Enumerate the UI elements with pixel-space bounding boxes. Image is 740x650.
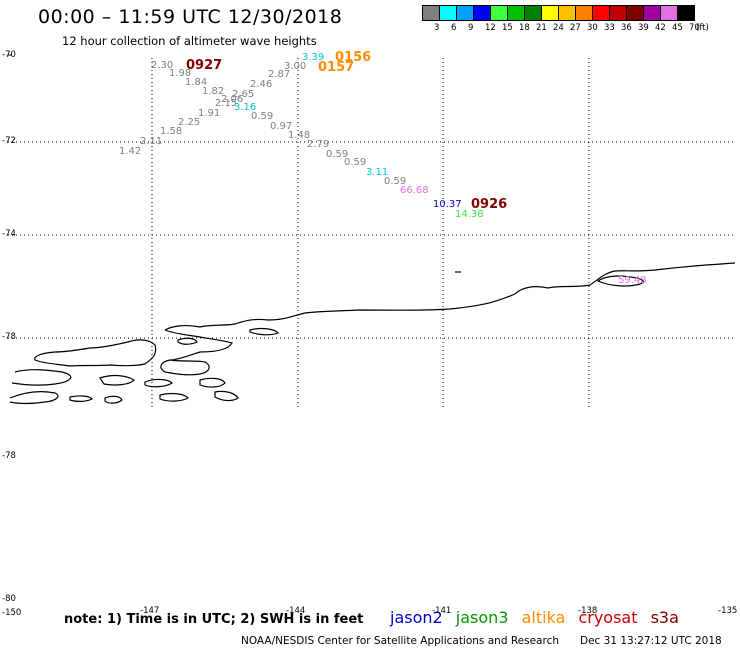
generated-timestamp: Dec 31 13:27:12 UTC 2018 bbox=[580, 635, 722, 647]
swh-label: 0.59 bbox=[326, 149, 349, 160]
legend-swatch bbox=[524, 5, 542, 21]
lon-label: -141 bbox=[432, 606, 452, 616]
lat-label: -72 bbox=[2, 136, 16, 146]
swh-label: 2.11 bbox=[140, 136, 163, 147]
swh-label: 2.46 bbox=[250, 79, 273, 90]
pass-time-label: 0157 bbox=[318, 60, 355, 75]
swh-label: 66.68 bbox=[400, 185, 429, 196]
legend-tick-label: 12 bbox=[485, 23, 496, 33]
lat-label: -78 bbox=[2, 451, 16, 461]
legend-swatch bbox=[609, 5, 627, 21]
lat-label: -80 bbox=[2, 594, 16, 604]
swh-label: 3.39 bbox=[302, 52, 325, 63]
swh-label: 1.98 bbox=[169, 68, 192, 79]
swh-label: 1.91 bbox=[198, 108, 221, 119]
lon-label: -150 bbox=[2, 608, 22, 618]
legend-swatch bbox=[490, 5, 508, 21]
swh-label: 14.38 bbox=[455, 209, 484, 220]
sat-jason3: jason3 bbox=[455, 608, 509, 627]
legend-swatch bbox=[660, 5, 678, 21]
legend-tick-label: 42 bbox=[655, 23, 666, 33]
map-title: 00:00 – 11:59 UTC 12/30/2018 bbox=[38, 6, 343, 28]
pass-time-label: 0927 bbox=[186, 58, 223, 73]
footer-note: note: 1) Time is in UTC; 2) SWH is in fe… bbox=[64, 612, 364, 627]
swh-label: 3.00 bbox=[284, 61, 307, 72]
lat-label: -70 bbox=[2, 50, 16, 60]
sat-jason2: jason2 bbox=[390, 608, 443, 627]
credit-line: NOAA/NESDIS Center for Satellite Applica… bbox=[241, 635, 559, 647]
legend-tick-label: 39 bbox=[638, 23, 649, 33]
legend-tick-label: 70 bbox=[689, 23, 700, 33]
sat-altika: altika bbox=[521, 608, 566, 627]
swh-label: 1.48 bbox=[288, 130, 311, 141]
legend-tick-label: 30 bbox=[587, 23, 598, 33]
swh-label: 2.15 bbox=[215, 98, 238, 109]
map-subtitle: 12 hour collection of altimeter wave hei… bbox=[62, 34, 317, 48]
legend-swatch bbox=[677, 5, 695, 21]
legend-swatch bbox=[626, 5, 644, 21]
lon-label: -144 bbox=[286, 606, 306, 616]
swh-label: 0.59 bbox=[384, 176, 407, 187]
swh-label: 0.59 bbox=[251, 111, 274, 122]
lat-label: -78 bbox=[2, 332, 16, 342]
legend-tick-label: 33 bbox=[604, 23, 615, 33]
legend-swatch bbox=[643, 5, 661, 21]
lat-label: -74 bbox=[2, 229, 16, 239]
legend-tick-label: 21 bbox=[536, 23, 547, 33]
sat-s3a: s3a bbox=[650, 608, 679, 627]
legend-tick-label: 24 bbox=[553, 23, 564, 33]
legend-swatch bbox=[473, 5, 491, 21]
swh-label: 1.84 bbox=[185, 77, 208, 88]
lon-label: -138 bbox=[578, 606, 598, 616]
swh-label: 0.59 bbox=[344, 157, 367, 168]
legend-swatch bbox=[507, 5, 525, 21]
legend-swatch bbox=[422, 5, 440, 21]
lon-label: -147 bbox=[140, 606, 160, 616]
satellite-legend: jason2 jason3 altika cryosat s3a bbox=[390, 608, 687, 627]
graticule bbox=[8, 58, 735, 410]
swh-label: 59.48 bbox=[618, 275, 647, 286]
swh-label: 3.11 bbox=[366, 167, 389, 178]
pass-time-label: 0926 bbox=[471, 197, 508, 212]
swh-label: 10.37 bbox=[433, 199, 462, 210]
legend-swatch bbox=[575, 5, 593, 21]
lon-label: -135 bbox=[718, 606, 738, 616]
legend-swatch bbox=[541, 5, 559, 21]
swh-label: 3.16 bbox=[234, 102, 257, 113]
legend-tick-label: 18 bbox=[519, 23, 530, 33]
legend-unit: (ft) bbox=[696, 23, 709, 33]
pass-time-label: 0156 bbox=[335, 50, 372, 65]
swh-label: 1.42 bbox=[119, 146, 142, 157]
swh-label: 2.79 bbox=[307, 139, 330, 150]
color-legend: 3 6 9 12 15 18 21 24 27 30 33 36 39 42 45 70 (ft) bbox=[422, 5, 709, 35]
legend-swatch bbox=[558, 5, 576, 21]
coastline bbox=[9, 262, 736, 405]
legend-swatch bbox=[456, 5, 474, 21]
legend-tick-label: 36 bbox=[621, 23, 632, 33]
swh-label: 2.87 bbox=[268, 69, 291, 80]
swh-label: 2.65 bbox=[232, 89, 255, 100]
legend-tick-label: 3 bbox=[434, 23, 440, 33]
swh-label: 0.97 bbox=[270, 121, 293, 132]
sat-cryosat: cryosat bbox=[578, 608, 638, 627]
legend-tick-label: 15 bbox=[502, 23, 513, 33]
swh-label: 1.82 bbox=[202, 86, 225, 97]
swh-label: 2.25 bbox=[178, 117, 201, 128]
legend-swatch bbox=[439, 5, 457, 21]
legend-swatches bbox=[422, 5, 695, 21]
swh-label: 1.58 bbox=[160, 126, 183, 137]
swh-label: 2.30 bbox=[151, 60, 174, 71]
legend-labels: 3 6 9 12 15 18 21 24 27 30 33 36 39 42 45 70 (ft) bbox=[422, 23, 709, 35]
swh-label: 2.06 bbox=[221, 94, 244, 105]
legend-tick-label: 27 bbox=[570, 23, 581, 33]
legend-tick-label: 9 bbox=[468, 23, 474, 33]
legend-tick-label: 6 bbox=[451, 23, 457, 33]
legend-tick-label: 45 bbox=[672, 23, 683, 33]
legend-swatch bbox=[592, 5, 610, 21]
